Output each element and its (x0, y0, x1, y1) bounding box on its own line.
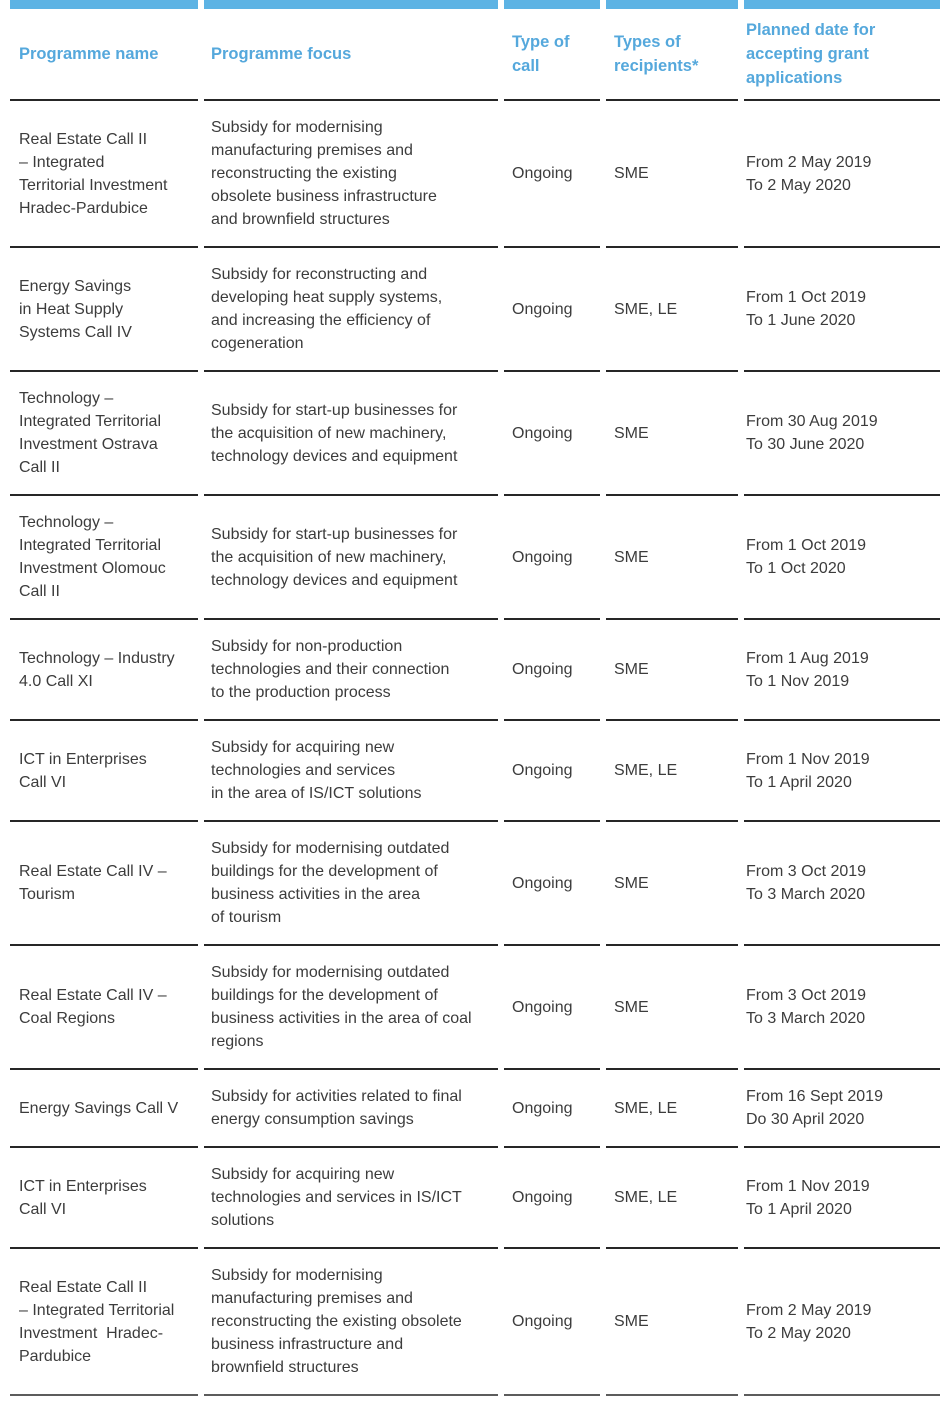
cell-programme-name: Real Estate Call II – Integrated Territo… (10, 101, 198, 248)
cell-type-of-call: Ongoing (504, 1148, 600, 1249)
table-body: Real Estate Call II – Integrated Territo… (10, 101, 940, 1396)
top-bar-segment-1 (10, 0, 198, 9)
cell-planned-date: From 1 Oct 2019 To 1 Oct 2020 (744, 496, 940, 620)
column-header-programme-name: Programme name (10, 9, 198, 101)
cell-planned-date: From 3 Oct 2019 To 3 March 2020 (744, 822, 940, 946)
cell-types-of-recipients: SME (606, 1249, 738, 1396)
top-bar-segment-5 (744, 0, 940, 9)
top-bar-segment-4 (606, 0, 738, 9)
cell-types-of-recipients: SME (606, 620, 738, 721)
column-header-types-of-recipients: Types of recipients* (606, 9, 738, 101)
cell-types-of-recipients: SME, LE (606, 1148, 738, 1249)
cell-programme-name: ICT in Enterprises Call VI (10, 1148, 198, 1249)
top-bar-segment-3 (504, 0, 600, 9)
cell-types-of-recipients: SME (606, 496, 738, 620)
cell-planned-date: From 16 Sept 2019 Do 30 April 2020 (744, 1070, 940, 1148)
cell-programme-focus: Subsidy for modernising manufacturing pr… (204, 1249, 498, 1396)
cell-types-of-recipients: SME (606, 372, 738, 496)
cell-type-of-call: Ongoing (504, 496, 600, 620)
cell-programme-name: Technology – Industry 4.0 Call XI (10, 620, 198, 721)
cell-programme-name: Energy Savings Call V (10, 1070, 198, 1148)
cell-type-of-call: Ongoing (504, 822, 600, 946)
cell-type-of-call: Ongoing (504, 1249, 600, 1396)
table-row: ICT in Enterprises Call VI Subsidy for a… (10, 1148, 940, 1249)
cell-programme-name: Real Estate Call II – Integrated Territo… (10, 1249, 198, 1396)
cell-programme-focus: Subsidy for reconstructing and developin… (204, 248, 498, 372)
table-top-bar (10, 0, 940, 9)
cell-programme-focus: Subsidy for modernising manufacturing pr… (204, 101, 498, 248)
cell-type-of-call: Ongoing (504, 620, 600, 721)
cell-programme-focus: Subsidy for start-up businesses for the … (204, 496, 498, 620)
cell-planned-date: From 30 Aug 2019 To 30 June 2020 (744, 372, 940, 496)
table-row: Energy Savings in Heat Supply Systems Ca… (10, 248, 940, 372)
cell-type-of-call: Ongoing (504, 248, 600, 372)
cell-planned-date: From 1 Aug 2019 To 1 Nov 2019 (744, 620, 940, 721)
cell-types-of-recipients: SME (606, 946, 738, 1070)
cell-type-of-call: Ongoing (504, 1070, 600, 1148)
cell-programme-name: Real Estate Call IV – Tourism (10, 822, 198, 946)
cell-programme-focus: Subsidy for modernising outdated buildin… (204, 946, 498, 1070)
table-row: Technology – Integrated Territorial Inve… (10, 496, 940, 620)
top-bar-segment-2 (204, 0, 498, 9)
cell-types-of-recipients: SME, LE (606, 248, 738, 372)
cell-planned-date: From 1 Nov 2019 To 1 April 2020 (744, 1148, 940, 1249)
cell-planned-date: From 1 Oct 2019 To 1 June 2020 (744, 248, 940, 372)
cell-types-of-recipients: SME, LE (606, 721, 738, 822)
column-header-planned-date: Planned date for accepting grant applica… (744, 9, 940, 101)
cell-planned-date: From 1 Nov 2019 To 1 April 2020 (744, 721, 940, 822)
cell-programme-focus: Subsidy for acquiring new technologies a… (204, 721, 498, 822)
cell-planned-date: From 2 May 2019 To 2 May 2020 (744, 101, 940, 248)
cell-programme-name: Technology – Integrated Territorial Inve… (10, 372, 198, 496)
cell-programme-focus: Subsidy for acquiring new technologies a… (204, 1148, 498, 1249)
column-header-type-of-call: Type of call (504, 9, 600, 101)
cell-types-of-recipients: SME, LE (606, 1070, 738, 1148)
table-row: Real Estate Call II – Integrated Territo… (10, 1249, 940, 1396)
cell-programme-name: Real Estate Call IV – Coal Regions (10, 946, 198, 1070)
column-header-programme-focus: Programme focus (204, 9, 498, 101)
cell-type-of-call: Ongoing (504, 372, 600, 496)
cell-type-of-call: Ongoing (504, 101, 600, 248)
table-row: Real Estate Call II – Integrated Territo… (10, 101, 940, 248)
table-row: Technology – Integrated Territorial Inve… (10, 372, 940, 496)
table-header-row: Programme name Programme focus Type of c… (10, 9, 940, 101)
cell-types-of-recipients: SME (606, 101, 738, 248)
cell-programme-name: Energy Savings in Heat Supply Systems Ca… (10, 248, 198, 372)
cell-programme-focus: Subsidy for non-production technologies … (204, 620, 498, 721)
cell-planned-date: From 3 Oct 2019 To 3 March 2020 (744, 946, 940, 1070)
cell-planned-date: From 2 May 2019 To 2 May 2020 (744, 1249, 940, 1396)
programmes-table: Programme name Programme focus Type of c… (4, 0, 940, 1396)
cell-types-of-recipients: SME (606, 822, 738, 946)
cell-programme-name: ICT in Enterprises Call VI (10, 721, 198, 822)
table-row: ICT in Enterprises Call VI Subsidy for a… (10, 721, 940, 822)
table-row: Real Estate Call IV – Coal Regions Subsi… (10, 946, 940, 1070)
cell-programme-focus: Subsidy for start-up businesses for the … (204, 372, 498, 496)
table-row: Real Estate Call IV – Tourism Subsidy fo… (10, 822, 940, 946)
cell-programme-name: Technology – Integrated Territorial Inve… (10, 496, 198, 620)
cell-programme-focus: Subsidy for activities related to final … (204, 1070, 498, 1148)
cell-programme-focus: Subsidy for modernising outdated buildin… (204, 822, 498, 946)
cell-type-of-call: Ongoing (504, 721, 600, 822)
table-row: Energy Savings Call V Subsidy for activi… (10, 1070, 940, 1148)
table-row: Technology – Industry 4.0 Call XI Subsid… (10, 620, 940, 721)
cell-type-of-call: Ongoing (504, 946, 600, 1070)
